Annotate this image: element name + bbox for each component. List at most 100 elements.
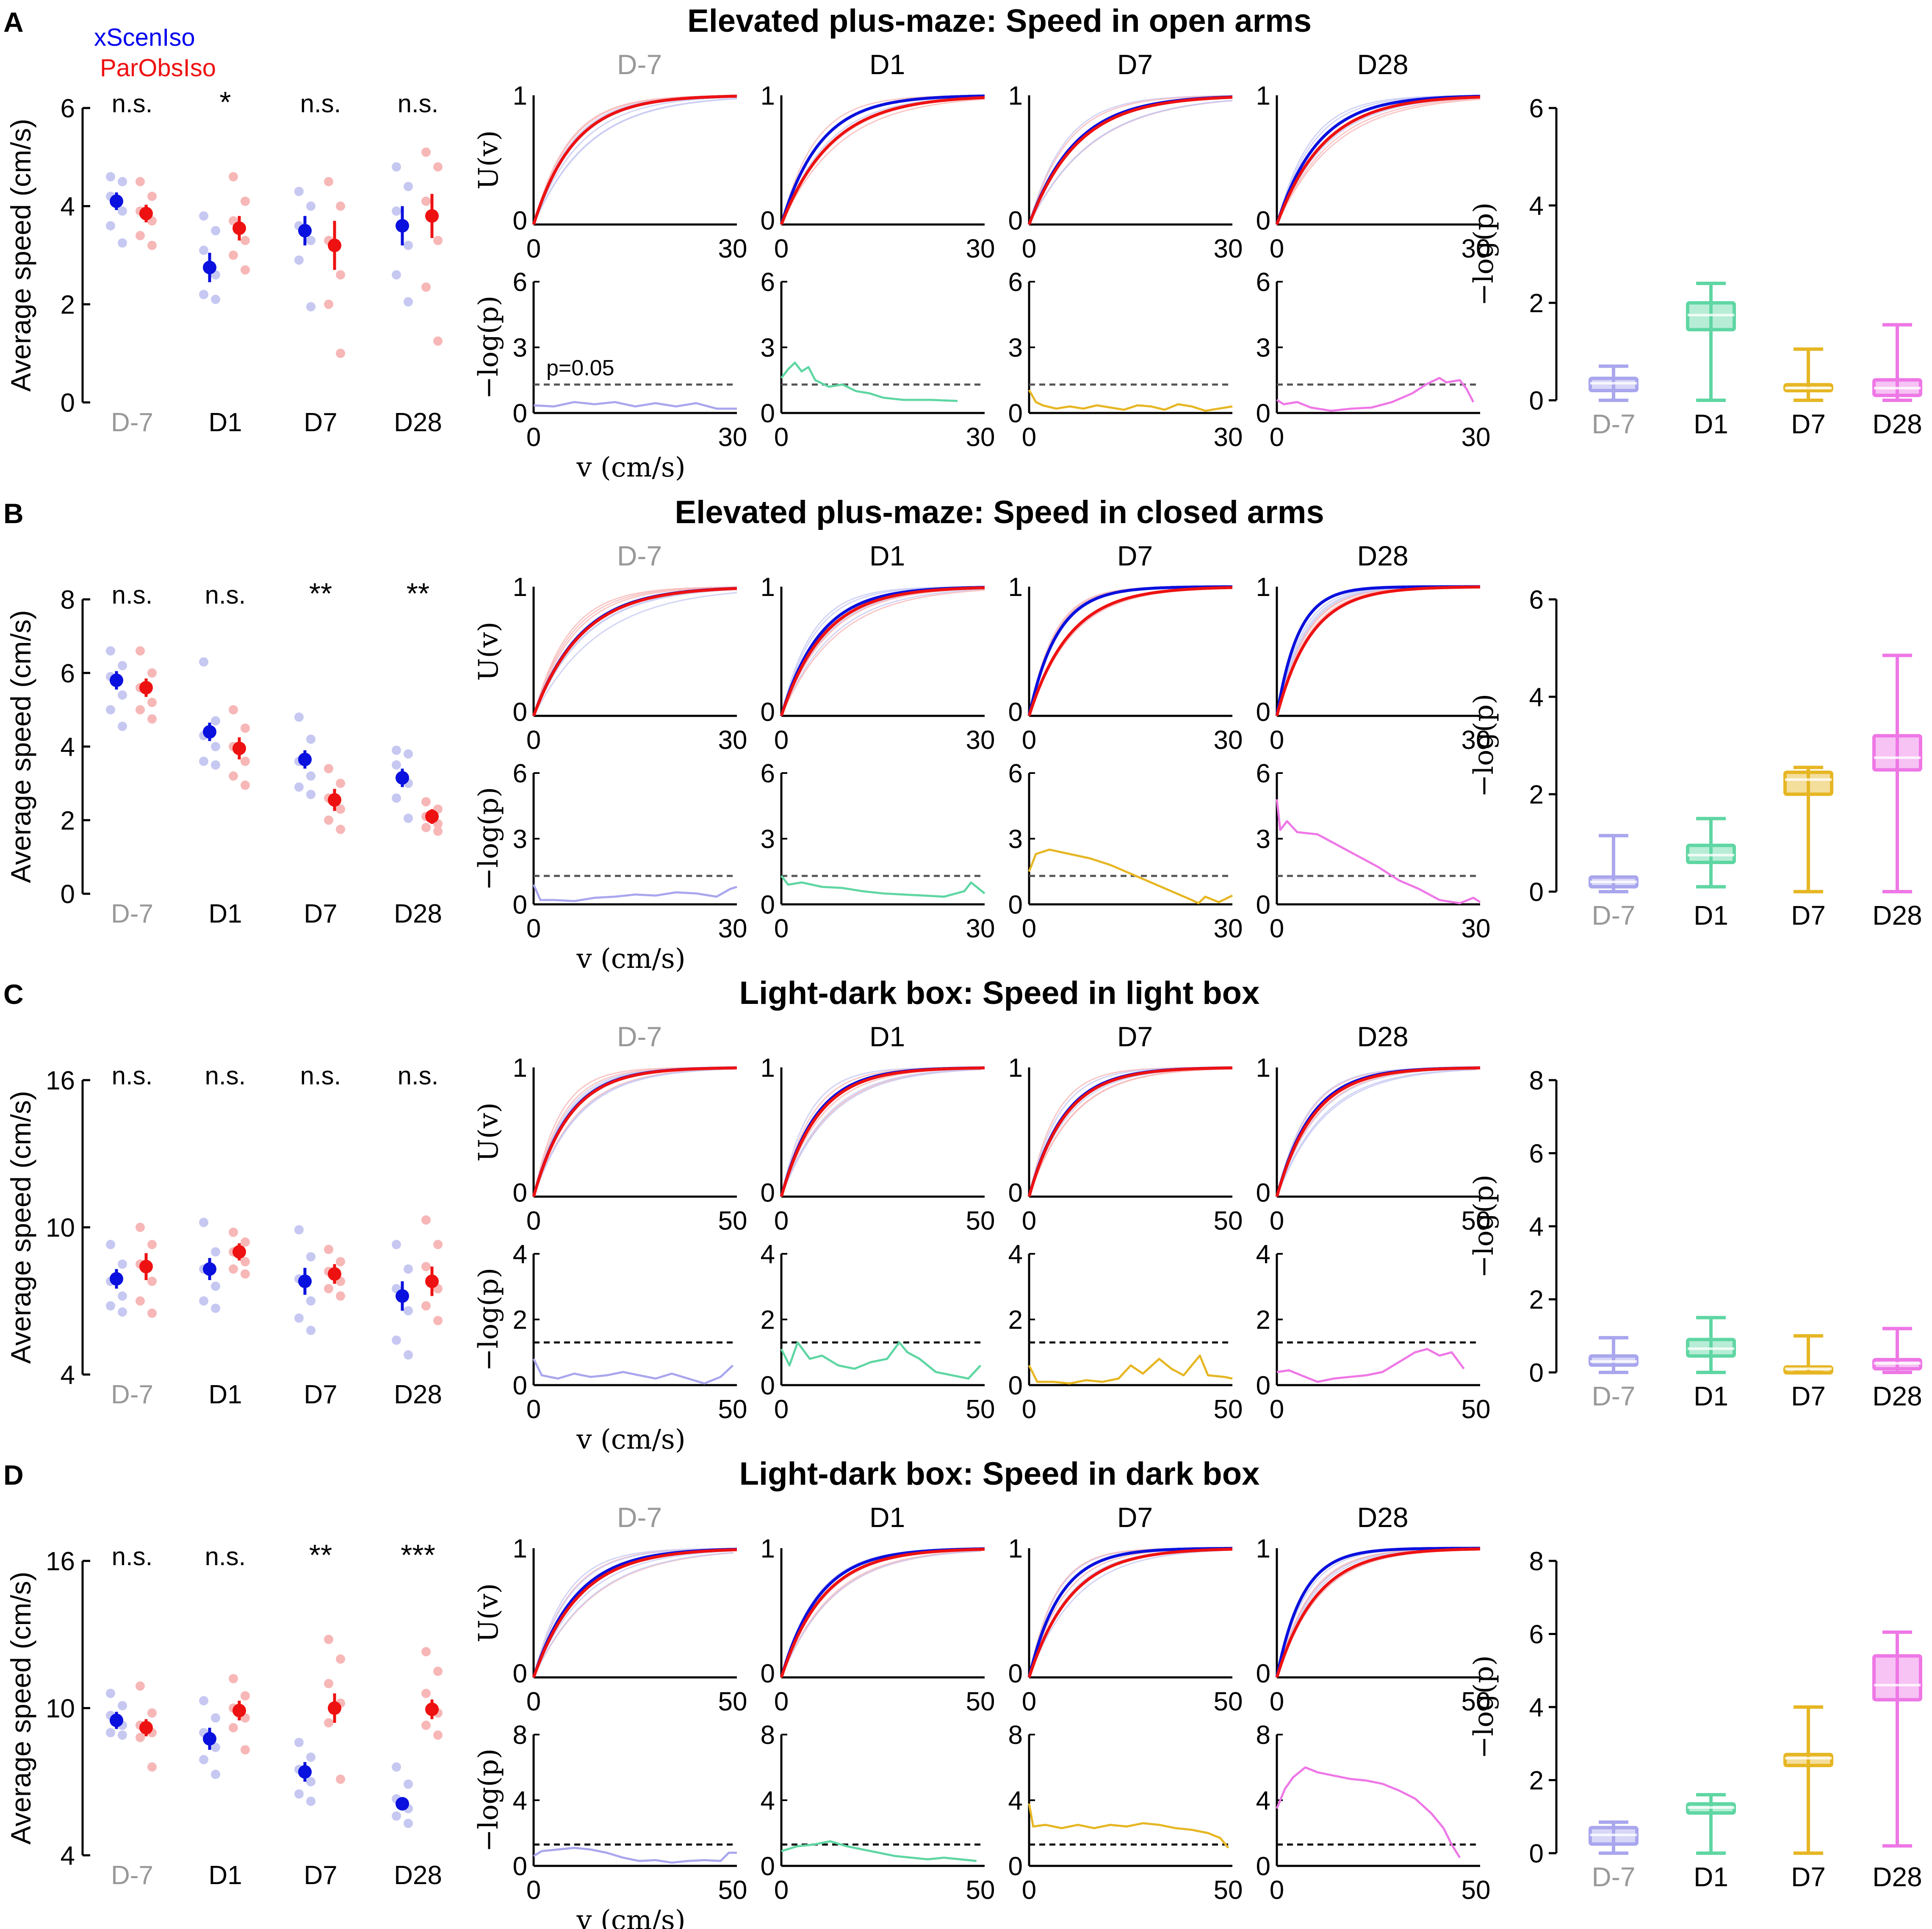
data-point <box>324 1244 333 1254</box>
category-label: D7 <box>304 1380 337 1409</box>
individual-cdf-curve <box>781 1068 982 1197</box>
logp-xtick-label: 0 <box>1270 1395 1284 1424</box>
category-label: D28 <box>394 408 442 437</box>
individual-cdf-curve <box>1028 587 1233 716</box>
data-point <box>306 1796 316 1806</box>
cdf-ytick-label: 0 <box>1008 698 1023 727</box>
cdf-xtick-label: 50 <box>1461 1687 1491 1716</box>
individual-cdf-curve <box>1028 95 1233 225</box>
cdf-day-title: D7 <box>1117 540 1153 571</box>
data-point <box>229 1674 238 1683</box>
cdf-day-title: D7 <box>1117 49 1153 80</box>
box-ytick-label: 4 <box>1529 1212 1544 1242</box>
logp-xtick-label: 0 <box>774 1395 789 1424</box>
logp-ytick-label: 0 <box>1256 1852 1270 1881</box>
box-category-label: D28 <box>1872 900 1922 931</box>
logp-xtick-label: 50 <box>966 1876 995 1905</box>
logp-ytick-label: 0 <box>1256 1371 1270 1400</box>
cdf-ytick-label: 0 <box>761 698 775 727</box>
data-point <box>306 790 316 799</box>
individual-cdf-curve <box>1276 586 1480 716</box>
data-point <box>136 231 145 241</box>
logp-xtick-label: 30 <box>718 914 747 943</box>
logp-xtick-label: 50 <box>1214 1876 1243 1905</box>
category-label: D1 <box>208 899 242 928</box>
data-point <box>199 657 208 667</box>
data-point <box>136 1296 145 1306</box>
cdf-ytick-label: 0 <box>513 206 527 236</box>
cdf-ytick-label: 1 <box>1008 1053 1023 1083</box>
y-tick-label: 10 <box>46 1694 75 1724</box>
box-category-label: D1 <box>1694 1381 1728 1411</box>
data-point <box>306 734 316 744</box>
individual-cdf-curve <box>1276 1067 1477 1197</box>
data-point <box>229 1264 238 1274</box>
mean-marker <box>139 1260 153 1274</box>
logp-xtick-label: 0 <box>526 1395 541 1424</box>
y-tick-label: 2 <box>61 290 75 319</box>
mean-marker <box>328 238 341 252</box>
data-point <box>336 1654 345 1664</box>
data-point <box>336 1774 345 1784</box>
logp-xtick-label: 0 <box>1022 1395 1036 1424</box>
significance-label: n.s. <box>112 89 153 118</box>
data-point <box>147 1276 157 1286</box>
mean-marker <box>425 809 439 823</box>
logp-curve <box>1028 1354 1233 1385</box>
box-ytick-label: 0 <box>1529 386 1544 416</box>
logp-curve <box>781 1840 977 1862</box>
data-point <box>392 162 401 172</box>
cdf-ytick-label: 0 <box>761 206 775 236</box>
cdf-curve-parobsiso <box>780 1548 985 1678</box>
logp-ytick-label: 0 <box>513 1371 527 1400</box>
cdf-day-title: D-7 <box>617 1021 662 1052</box>
logp-ytick-label: 0 <box>513 890 527 920</box>
cdf-day-title: D-7 <box>617 1502 662 1533</box>
data-point <box>404 1779 413 1789</box>
significance-label: * <box>219 86 231 119</box>
cdf-day-title: D28 <box>1357 49 1408 80</box>
data-point <box>211 1713 220 1723</box>
data-point <box>118 1307 127 1317</box>
logp-ytick-label: 4 <box>761 1786 775 1815</box>
cdf-curve-xsceniso <box>780 94 985 225</box>
significance-label: n.s. <box>300 1062 341 1090</box>
data-point <box>433 336 443 346</box>
mean-marker <box>139 681 153 695</box>
data-point <box>229 1228 238 1237</box>
data-point <box>229 705 238 715</box>
mean-marker <box>396 219 409 233</box>
logp-y-label: −log(p) <box>473 1749 504 1852</box>
cdf-ytick-label: 1 <box>1256 1053 1270 1083</box>
data-point <box>306 1777 316 1787</box>
significance-label: ** <box>309 577 332 610</box>
data-point <box>306 1325 316 1335</box>
data-point <box>241 1257 250 1267</box>
data-point <box>336 201 345 211</box>
category-label: D1 <box>208 1380 242 1409</box>
data-point <box>421 147 431 157</box>
box-category-label: D1 <box>1694 409 1728 439</box>
cdf-xtick-label: 30 <box>1214 234 1243 263</box>
data-point <box>211 1303 220 1313</box>
data-point <box>336 270 345 280</box>
box-ytick-label: 4 <box>1529 191 1544 221</box>
data-point <box>421 282 431 292</box>
individual-cdf-curve <box>1028 1549 1229 1678</box>
data-point <box>118 238 127 248</box>
logp-curve <box>533 1846 737 1864</box>
cdf-curve-parobsiso <box>1027 96 1233 225</box>
box-iqr <box>1872 734 1922 772</box>
y-axis-label: Average speed (cm/s) <box>5 1571 36 1844</box>
cdf-ytick-label: 1 <box>1008 1534 1023 1563</box>
logp-ytick-label: 0 <box>761 1852 775 1881</box>
panel-title: Elevated plus-maze: Speed in open arms <box>687 3 1312 39</box>
data-point <box>324 1718 333 1728</box>
cdf-curve-parobsiso <box>1027 1066 1233 1197</box>
data-point <box>211 1743 220 1752</box>
cdf-day-title: D7 <box>1117 1021 1153 1052</box>
logp-curve <box>533 401 737 410</box>
data-point <box>336 804 345 814</box>
data-point <box>106 1240 115 1250</box>
individual-cdf-curve <box>533 96 737 225</box>
